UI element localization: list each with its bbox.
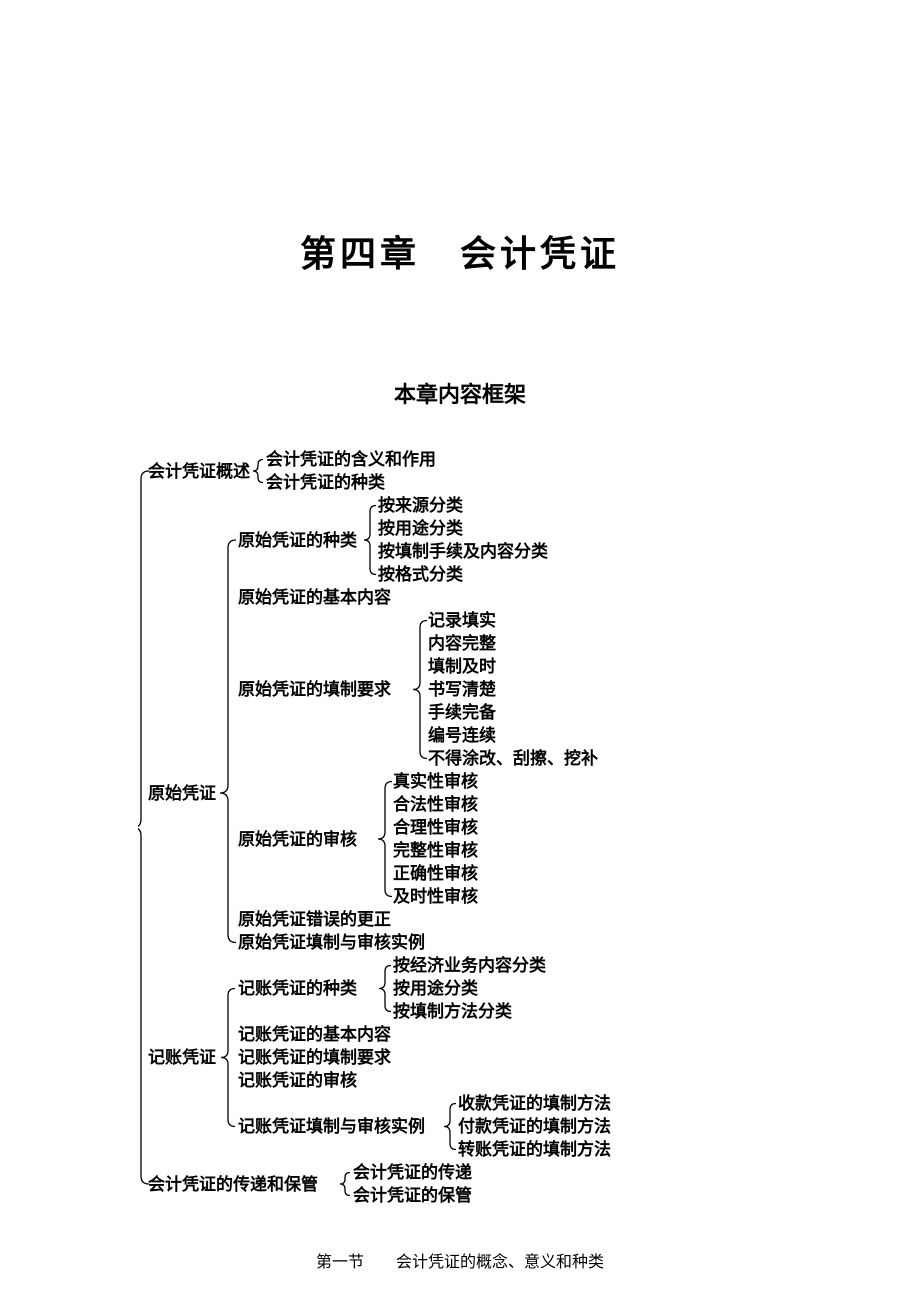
- curly-brace: [379, 966, 391, 1012]
- tree-node: 原始凭证填制与审核实例: [238, 931, 425, 954]
- tree-node: 合理性审核: [393, 816, 478, 839]
- tree-node: 原始凭证的填制要求: [238, 678, 391, 701]
- tree-node: 及时性审核: [393, 885, 478, 908]
- curly-brace: [444, 1104, 456, 1150]
- tree-node: 收款凭证的填制方法: [458, 1092, 611, 1115]
- tree-node: 按来源分类: [378, 494, 463, 517]
- tree-node: 记账凭证的种类: [238, 977, 357, 1000]
- tree-node: 正确性审核: [393, 862, 478, 885]
- tree-node: 编号连续: [428, 724, 496, 747]
- tree-node: 按经济业务内容分类: [393, 954, 546, 977]
- tree-node: 完整性审核: [393, 839, 478, 862]
- tree-node: 手续完备: [428, 701, 496, 724]
- tree-node: 按用途分类: [378, 517, 463, 540]
- tree-node: 记账凭证: [148, 1046, 216, 1069]
- tree-node: 原始凭证: [148, 782, 216, 805]
- chapter-title: 第四章 会计凭证: [0, 0, 920, 277]
- tree-node: 原始凭证错误的更正: [238, 908, 391, 931]
- curly-brace: [221, 989, 235, 1127]
- curly-brace: [138, 471, 149, 1184]
- tree-node: 记账凭证填制与审核实例: [238, 1115, 425, 1138]
- tree-node: 按格式分类: [378, 563, 463, 586]
- tree-node: 记账凭证的填制要求: [238, 1046, 391, 1069]
- tree-node: 原始凭证的种类: [238, 529, 357, 552]
- tree-node: 转账凭证的填制方法: [458, 1138, 611, 1161]
- curly-brace: [253, 460, 263, 483]
- tree-node: 会计凭证概述: [148, 460, 250, 483]
- curly-brace: [378, 782, 392, 897]
- tree-node: 按填制方法分类: [393, 1000, 512, 1023]
- tree-node: 按填制手续及内容分类: [378, 540, 548, 563]
- tree-node: 书写清楚: [428, 678, 496, 701]
- curly-brace: [340, 1173, 350, 1196]
- tree-node: 付款凭证的填制方法: [458, 1115, 611, 1138]
- framework-subtitle: 本章内容框架: [0, 377, 920, 409]
- tree-node: 会计凭证的传递和保管: [148, 1173, 318, 1196]
- curly-brace: [413, 621, 427, 759]
- tree-node: 内容完整: [428, 632, 496, 655]
- tree-node: 原始凭证的基本内容: [238, 586, 391, 609]
- section-footer: 第一节 会计凭证的概念、意义和种类: [0, 1248, 920, 1272]
- tree-node: 合法性审核: [393, 793, 478, 816]
- tree-node: 会计凭证的传递: [353, 1161, 472, 1184]
- tree-node: 记账凭证的基本内容: [238, 1023, 391, 1046]
- tree-node: 会计凭证的种类: [266, 471, 385, 494]
- tree-node: 原始凭证的审核: [238, 828, 357, 851]
- tree-node: 会计凭证的保管: [353, 1184, 472, 1207]
- tree-node: 真实性审核: [393, 770, 478, 793]
- curly-brace: [364, 506, 376, 575]
- tree-node: 不得涂改、刮擦、挖补: [428, 747, 598, 770]
- tree-node: 记账凭证的审核: [238, 1069, 357, 1092]
- tree-node: 按用途分类: [393, 977, 478, 1000]
- tree-node: 会计凭证的含义和作用: [266, 448, 436, 471]
- curly-brace: [220, 540, 236, 943]
- tree-node: 记录填实: [428, 609, 496, 632]
- tree-node: 填制及时: [428, 655, 496, 678]
